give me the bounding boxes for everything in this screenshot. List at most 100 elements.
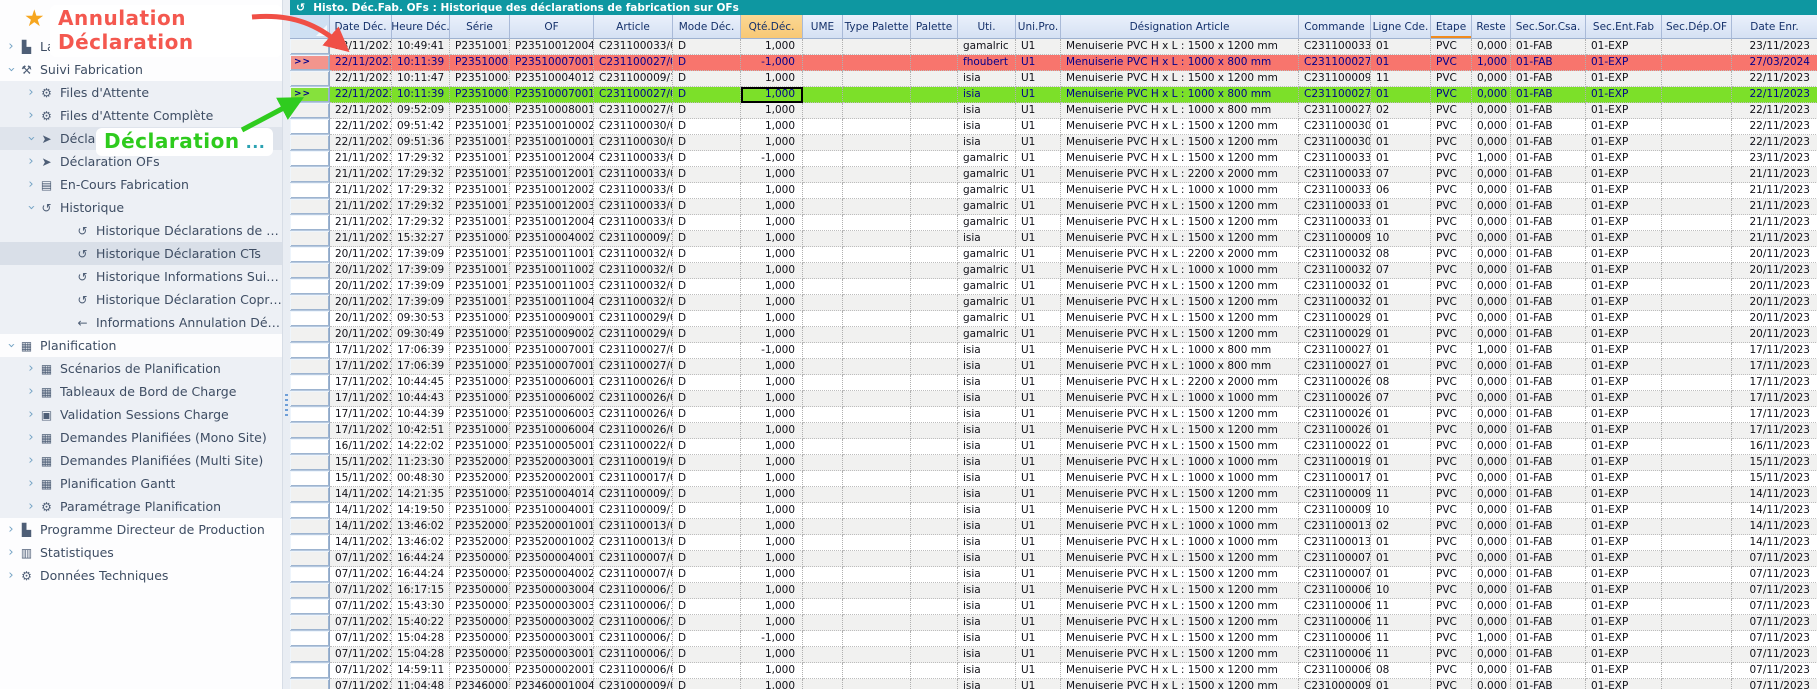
cell-mode[interactable]: D: [673, 343, 741, 359]
cell-commande[interactable]: C231100032: [1299, 279, 1371, 295]
cell-uti[interactable]: isia: [958, 87, 1016, 103]
row-selector[interactable]: [290, 295, 330, 311]
cell-sec_sor[interactable]: 01-FAB: [1511, 663, 1586, 679]
cell-palette[interactable]: [911, 343, 958, 359]
cell-ume[interactable]: [803, 343, 843, 359]
cell-qte[interactable]: 1,000: [741, 439, 803, 455]
cell-date_enr[interactable]: 14/11/2023: [1732, 535, 1817, 551]
cell-commande[interactable]: C231100033: [1299, 151, 1371, 167]
cell-sec_dep[interactable]: [1662, 375, 1732, 391]
cell-qte[interactable]: 1,000: [741, 231, 803, 247]
cell-uni_pro[interactable]: U1: [1016, 407, 1061, 423]
cell-article[interactable]: C231100030/01: [594, 135, 673, 151]
cell-commande[interactable]: C231100007: [1299, 551, 1371, 567]
cell-of[interactable]: P23500004001: [510, 551, 594, 567]
cell-mode[interactable]: D: [673, 279, 741, 295]
cell-uni_pro[interactable]: U1: [1016, 87, 1061, 103]
cell-date_enr[interactable]: 07/11/2023: [1732, 599, 1817, 615]
cell-date[interactable]: 07/11/2023: [330, 679, 392, 689]
cell-designation[interactable]: Menuiserie PVC H x L : 2200 x 2000 mm: [1061, 375, 1299, 391]
row-selector[interactable]: [290, 471, 330, 487]
column-header-etape[interactable]: Etape: [1431, 15, 1472, 39]
cell-sec_dep[interactable]: [1662, 423, 1732, 439]
cell-of[interactable]: P23520001001: [510, 519, 594, 535]
cell-sec_ent[interactable]: 01-EXP: [1586, 407, 1662, 423]
cell-sec_dep[interactable]: [1662, 439, 1732, 455]
cell-article[interactable]: C231100009/11: [594, 487, 673, 503]
sidebar-item[interactable]: ›↺Historique Déclaration Coproduits: [0, 288, 282, 311]
cell-palette[interactable]: [911, 679, 958, 689]
cell-sec_ent[interactable]: 01-EXP: [1586, 487, 1662, 503]
cell-qte[interactable]: 1,000: [741, 247, 803, 263]
cell-serie[interactable]: P23510012: [450, 215, 510, 231]
cell-of[interactable]: P23500003004: [510, 583, 594, 599]
cell-sec_dep[interactable]: [1662, 407, 1732, 423]
cell-type_palette[interactable]: [843, 87, 911, 103]
cell-article[interactable]: C231100019/01: [594, 455, 673, 471]
cell-date[interactable]: 21/11/2023: [330, 199, 392, 215]
cell-date_enr[interactable]: 22/11/2023: [1732, 119, 1817, 135]
cell-heure[interactable]: 17:29:32: [392, 167, 450, 183]
cell-heure[interactable]: 11:23:30: [392, 455, 450, 471]
cell-palette[interactable]: [911, 423, 958, 439]
cell-sec_dep[interactable]: [1662, 455, 1732, 471]
cell-qte[interactable]: 1,000: [741, 663, 803, 679]
cell-palette[interactable]: [911, 151, 958, 167]
cell-heure[interactable]: 10:49:41: [392, 39, 450, 55]
cell-of[interactable]: P23510008001: [510, 103, 594, 119]
cell-ume[interactable]: [803, 167, 843, 183]
cell-etape[interactable]: PVC: [1431, 151, 1472, 167]
cell-palette[interactable]: [911, 407, 958, 423]
cell-sec_ent[interactable]: 01-EXP: [1586, 199, 1662, 215]
cell-ume[interactable]: [803, 103, 843, 119]
cell-date[interactable]: 14/11/2023: [330, 487, 392, 503]
cell-qte[interactable]: 1,000: [741, 599, 803, 615]
cell-mode[interactable]: D: [673, 471, 741, 487]
cell-designation[interactable]: Menuiserie PVC H x L : 1000 x 1000 mm: [1061, 535, 1299, 551]
cell-article[interactable]: C231100026/01: [594, 423, 673, 439]
cell-mode[interactable]: D: [673, 583, 741, 599]
cell-qte[interactable]: 1,000: [741, 679, 803, 689]
cell-ligne[interactable]: 01: [1371, 199, 1431, 215]
cell-sec_ent[interactable]: 01-EXP: [1586, 455, 1662, 471]
cell-uni_pro[interactable]: U1: [1016, 343, 1061, 359]
cell-commande[interactable]: C231100027: [1299, 55, 1371, 71]
cell-article[interactable]: C231100033/01: [594, 39, 673, 55]
cell-designation[interactable]: Menuiserie PVC H x L : 1500 x 1200 mm: [1061, 551, 1299, 567]
cell-of[interactable]: P23500003002: [510, 615, 594, 631]
cell-sec_sor[interactable]: 01-FAB: [1511, 263, 1586, 279]
cell-date_enr[interactable]: 07/11/2023: [1732, 567, 1817, 583]
cell-sec_sor[interactable]: 01-FAB: [1511, 519, 1586, 535]
cell-designation[interactable]: Menuiserie PVC H x L : 1500 x 1200 mm: [1061, 647, 1299, 663]
cell-reste[interactable]: 0,000: [1472, 679, 1511, 689]
row-selector[interactable]: [290, 391, 330, 407]
cell-qte[interactable]: 1,000: [741, 567, 803, 583]
cell-sec_dep[interactable]: [1662, 39, 1732, 55]
cell-ligne[interactable]: 01: [1371, 311, 1431, 327]
cell-ume[interactable]: [803, 199, 843, 215]
cell-sec_ent[interactable]: 01-EXP: [1586, 343, 1662, 359]
cell-article[interactable]: C231100026/01: [594, 407, 673, 423]
cell-type_palette[interactable]: [843, 231, 911, 247]
cell-ume[interactable]: [803, 215, 843, 231]
cell-ume[interactable]: [803, 135, 843, 151]
cell-of[interactable]: P23510007001: [510, 343, 594, 359]
cell-date[interactable]: 07/11/2023: [330, 567, 392, 583]
cell-serie[interactable]: P23510004: [450, 71, 510, 87]
cell-ligne[interactable]: 10: [1371, 503, 1431, 519]
row-selector[interactable]: [290, 615, 330, 631]
cell-sec_ent[interactable]: 01-EXP: [1586, 183, 1662, 199]
chevron-collapsed-icon[interactable]: ›: [8, 545, 14, 560]
cell-of[interactable]: P23510012001: [510, 167, 594, 183]
cell-mode[interactable]: D: [673, 295, 741, 311]
cell-sec_sor[interactable]: 01-FAB: [1511, 423, 1586, 439]
cell-ligne[interactable]: 01: [1371, 455, 1431, 471]
cell-ligne[interactable]: 01: [1371, 119, 1431, 135]
cell-type_palette[interactable]: [843, 375, 911, 391]
cell-designation[interactable]: Menuiserie PVC H x L : 1000 x 800 mm: [1061, 103, 1299, 119]
cell-article[interactable]: C231100030/01: [594, 119, 673, 135]
cell-uni_pro[interactable]: U1: [1016, 327, 1061, 343]
cell-of[interactable]: P23510006001: [510, 375, 594, 391]
cell-reste[interactable]: 1,000: [1472, 631, 1511, 647]
cell-qte[interactable]: 1,000: [741, 551, 803, 567]
